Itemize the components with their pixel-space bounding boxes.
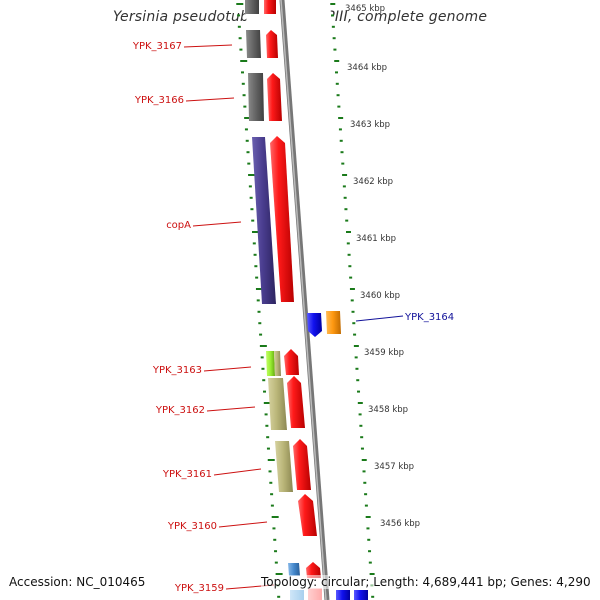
kbp-label: 3458 kbp	[368, 405, 408, 415]
gene-label-ypk-3163[interactable]: YPK_3163	[152, 365, 202, 376]
gene-label-ypk-3164[interactable]: YPK_3164	[404, 312, 454, 323]
gene-ypk-3167[interactable]	[246, 30, 278, 58]
gene-ypk-3163-cds-arrow	[284, 349, 299, 375]
gene-ypk-3160-cds-arrow	[298, 494, 317, 536]
gene-ypk-3164-category-bar	[326, 311, 341, 334]
genome-backbone	[279, 0, 330, 600]
gene-ypk-3161-category-bar	[275, 441, 293, 492]
gene-label-ypk-3166-leader	[185, 97, 235, 102]
gene-partial-top-red	[264, 0, 276, 14]
gene-ypk-3167-cds-arrow	[266, 30, 278, 58]
gene-labels: YPK_3167 YPK_3166 copA YPK_3164 YPK_3163 YPK_…	[132, 41, 454, 594]
tick-marks	[236, 3, 375, 598]
gene-label-ypk-3159[interactable]: YPK_3159	[174, 583, 224, 594]
gene-partial-bottom-blue	[336, 590, 350, 600]
genome-backbone-highlight	[280, 0, 327, 600]
kbp-label: 3462 kbp	[353, 177, 393, 187]
gene-ypk-3163[interactable]	[266, 349, 299, 376]
kbp-label: 3464 kbp	[347, 63, 387, 73]
gene-ypk-3159-cds-arrow	[306, 562, 321, 578]
gene-label-ypk-3162-leader	[206, 406, 256, 412]
gene-ypk-3166-category-bar	[248, 73, 264, 121]
gene-ypk-3161[interactable]	[275, 439, 311, 492]
gene-ypk-3166-cds-arrow	[267, 73, 282, 121]
gene-ypk-3167-category-bar	[246, 30, 261, 58]
gene-partial-top-grey	[245, 0, 259, 14]
gene-copa-category-bar	[252, 137, 276, 304]
gene-label-ypk-3167[interactable]: YPK_3167	[132, 41, 182, 52]
gene-ypk-3160[interactable]	[298, 494, 317, 536]
gene-ypk-3164-cds-arrow	[307, 313, 322, 337]
gene-copa-cds-arrow	[270, 136, 294, 302]
gene-partial-bottom-blue-2	[354, 590, 368, 600]
kbp-label: 3459 kbp	[364, 348, 404, 358]
gene-copa[interactable]	[252, 136, 294, 304]
gene-ypk-3166[interactable]	[248, 73, 282, 121]
gene-label-ypk-3161-leader	[213, 468, 262, 476]
gene-ypk-3163-category-bar-2	[274, 351, 281, 376]
gene-ypk-3162-category-bar	[268, 378, 287, 430]
gene-label-ypk-3167-leader	[183, 44, 233, 48]
gene-label-ypk-3163-leader	[203, 366, 252, 372]
gene-label-copa-leader	[192, 221, 242, 227]
gene-label-ypk-3164-leader	[355, 315, 404, 322]
gene-ypk-3162[interactable]	[268, 376, 305, 430]
gene-label-ypk-3161[interactable]: YPK_3161	[162, 469, 212, 480]
kbp-ruler: 3465 kbp 3464 kbp 3463 kbp 3462 kbp 3461 kbp…	[345, 4, 420, 529]
gene-ypk-3162-cds-arrow	[287, 376, 305, 428]
kbp-label: 3461 kbp	[356, 234, 396, 244]
gene-partial-bottom-lightblue	[290, 590, 304, 600]
gene-ypk-3159-category-bar	[288, 563, 300, 576]
kbp-label: 3463 kbp	[350, 120, 390, 130]
kbp-label: 3457 kbp	[374, 462, 414, 472]
gene-partial-bottom-pink	[308, 588, 322, 600]
gene-ypk-3164[interactable]	[307, 311, 341, 337]
gene-ypk-3161-cds-arrow	[293, 439, 311, 490]
gene-ypk-3159[interactable]	[288, 562, 321, 578]
gene-label-copa[interactable]: copA	[166, 220, 191, 231]
gene-ypk-3163-category-bar	[266, 351, 275, 376]
accession-label: Accession: NC_010465	[9, 575, 146, 589]
kbp-label: 3456 kbp	[380, 519, 420, 529]
gene-label-ypk-3166[interactable]: YPK_3166	[134, 95, 184, 106]
gene-label-ypk-3160-leader	[218, 521, 268, 528]
genome-stats-label: Topology: circular; Length: 4,689,441 bp…	[261, 575, 591, 589]
kbp-label: 3465 kbp	[345, 4, 385, 14]
kbp-label: 3460 kbp	[360, 291, 400, 301]
gene-label-ypk-3160[interactable]: YPK_3160	[167, 521, 217, 532]
gene-label-ypk-3162[interactable]: YPK_3162	[155, 405, 205, 416]
